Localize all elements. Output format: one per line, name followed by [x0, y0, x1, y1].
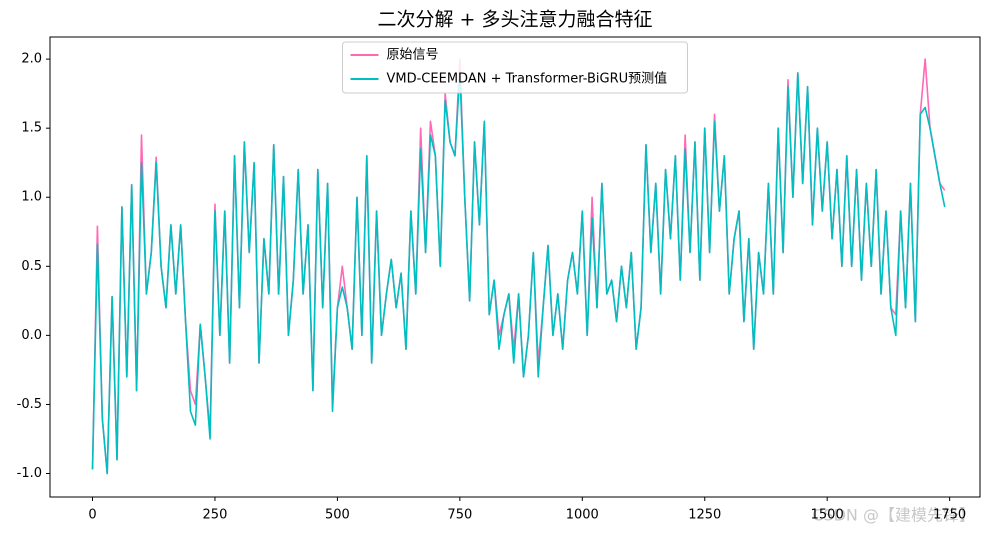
- legend-box: [342, 41, 688, 94]
- legend-label: VMD-CEEMDAN + Transformer-BiGRU预测值: [387, 71, 668, 87]
- x-tick-label: 250: [203, 508, 228, 523]
- plot-frame: [49, 36, 981, 498]
- series-line: [91, 72, 946, 475]
- legend: 原始信号 VMD-CEEMDAN + Transformer-BiGRU预测值: [342, 41, 688, 94]
- series-line: [91, 58, 946, 475]
- x-tick-label: 1750: [933, 508, 966, 523]
- chart-title: 二次分解 + 多头注意力融合特征: [378, 9, 653, 31]
- y-tick-label: 1.0: [21, 190, 42, 205]
- x-tick-label: 1000: [566, 508, 599, 523]
- y-tick-label: -0.5: [17, 397, 42, 412]
- y-tick-label: 0.0: [21, 328, 42, 343]
- x-tick-label: 0: [88, 508, 96, 523]
- y-tick-label: 0.5: [21, 259, 42, 274]
- y-tick-label: -1.0: [17, 466, 42, 481]
- y-tick-label: 2.0: [21, 52, 42, 67]
- y-tick-label: 1.5: [21, 121, 42, 136]
- x-tick-label: 1250: [688, 508, 721, 523]
- x-tick-label: 1500: [811, 508, 844, 523]
- x-tick-label: 750: [447, 508, 472, 523]
- watermark: CSDN @【建模先锋】: [812, 506, 975, 525]
- x-tick-label: 500: [325, 508, 350, 523]
- legend-label: 原始信号: [387, 48, 439, 63]
